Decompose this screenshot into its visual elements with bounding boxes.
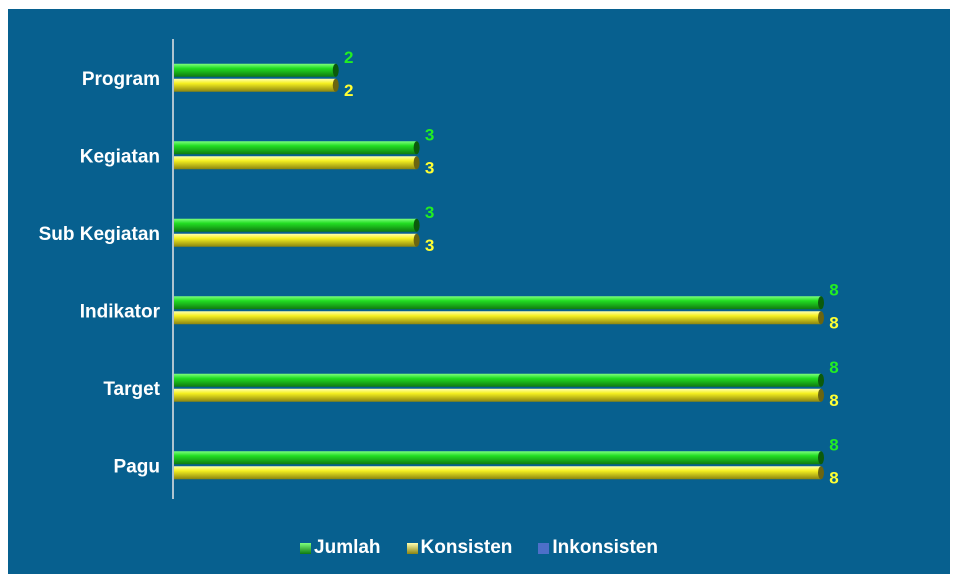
bar-cap-konsisten-kegiatan	[413, 156, 420, 170]
legend-swatch-konsisten	[406, 542, 418, 554]
bar-jumlah-indikator	[174, 296, 821, 310]
value-label-konsisten-target: 8	[829, 391, 838, 410]
bar-jumlah-program	[174, 63, 336, 77]
legend-item-jumlah: Jumlah	[300, 537, 381, 559]
bar-cap-konsisten-pagu	[818, 466, 824, 480]
value-label-jumlah-program: 2	[344, 48, 353, 67]
category-label-sub-kegiatan: Sub Kegiatan	[39, 224, 160, 245]
category-label-target: Target	[103, 379, 160, 400]
bar-chart: Program 2 2 Kegiatan 3 3 Sub Kegiatan 3 3 Indikat…	[39, 39, 839, 499]
category-label-indikator: Indikator	[80, 301, 161, 322]
bar-cap-konsisten-program	[332, 78, 339, 92]
category-label-program: Program	[82, 69, 160, 90]
value-label-konsisten-kegiatan: 3	[425, 158, 434, 177]
legend-item-inkonsisten: Inkonsisten	[538, 537, 658, 559]
legend-label-jumlah: Jumlah	[314, 537, 381, 558]
legend-swatch-inkonsisten	[538, 542, 550, 554]
value-label-jumlah-pagu: 8	[829, 435, 838, 454]
bar-konsisten-target	[174, 388, 821, 402]
bar-konsisten-indikator	[174, 311, 821, 325]
value-label-jumlah-kegiatan: 3	[425, 125, 434, 144]
bar-cap-jumlah-indikator	[818, 296, 824, 310]
bar-cap-konsisten-target	[818, 388, 824, 402]
legend: Jumlah Konsisten Inkonsisten	[8, 537, 950, 559]
bar-jumlah-target	[174, 373, 821, 387]
bar-konsisten-pagu	[174, 466, 821, 480]
legend-swatch-jumlah	[300, 542, 312, 554]
bar-cap-jumlah-sub-kegiatan	[413, 218, 420, 232]
legend-label-inkonsisten: Inkonsisten	[552, 537, 658, 558]
value-label-jumlah-indikator: 8	[829, 280, 838, 299]
bar-konsisten-sub-kegiatan	[174, 233, 417, 247]
bar-cap-jumlah-program	[332, 63, 339, 77]
bar-cap-konsisten-indikator	[818, 311, 824, 325]
bar-cap-jumlah-pagu	[818, 451, 824, 465]
bar-cap-konsisten-sub-kegiatan	[413, 233, 420, 247]
value-label-jumlah-target: 8	[829, 358, 838, 377]
bar-konsisten-kegiatan	[174, 156, 417, 170]
value-label-konsisten-sub-kegiatan: 3	[425, 236, 434, 255]
value-label-jumlah-sub-kegiatan: 3	[425, 203, 434, 222]
legend-label-konsisten: Konsisten	[420, 537, 513, 558]
bar-jumlah-sub-kegiatan	[174, 218, 417, 232]
value-label-konsisten-indikator: 8	[829, 313, 838, 332]
value-label-konsisten-pagu: 8	[829, 468, 838, 487]
bar-jumlah-kegiatan	[174, 141, 417, 155]
bar-cap-jumlah-target	[818, 373, 824, 387]
legend-item-konsisten: Konsisten	[406, 537, 513, 559]
value-label-konsisten-program: 2	[344, 81, 353, 100]
chart-panel: Program 2 2 Kegiatan 3 3 Sub Kegiatan 3 3 Indikat…	[8, 9, 950, 574]
bar-konsisten-program	[174, 78, 336, 92]
category-label-pagu: Pagu	[114, 456, 160, 477]
category-label-kegiatan: Kegiatan	[80, 146, 160, 167]
bar-cap-jumlah-kegiatan	[413, 141, 420, 155]
bar-jumlah-pagu	[174, 451, 821, 465]
